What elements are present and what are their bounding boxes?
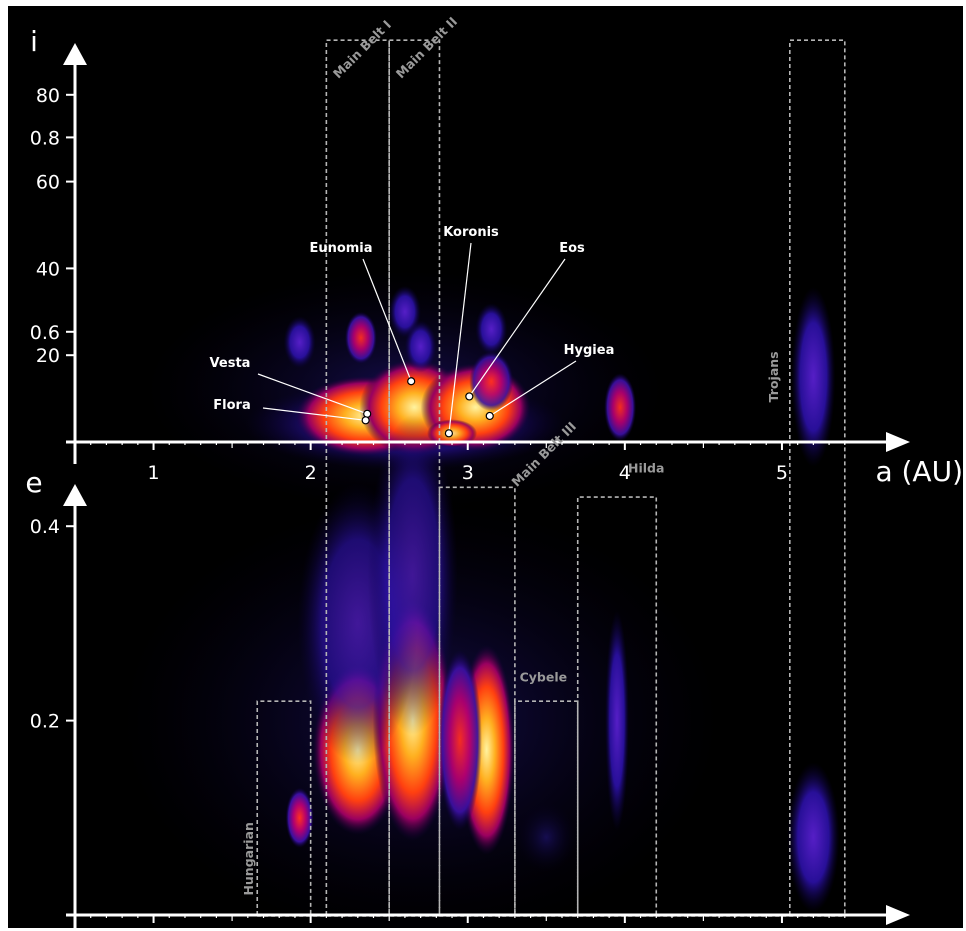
group-box (388, 39, 441, 915)
family-marker (361, 416, 370, 425)
density-blob (469, 351, 514, 412)
group-box (256, 700, 312, 915)
y-axis-label: i (30, 25, 38, 58)
x-axis-arrow (886, 905, 910, 925)
group-box (789, 39, 846, 915)
y-tick-label: 60 (36, 172, 60, 194)
density-blob (285, 787, 314, 848)
y-axis-arrow (63, 484, 87, 506)
y-tick-label: 0.6 (30, 322, 60, 344)
x-tick-label: 5 (776, 462, 788, 484)
group-boxes (256, 39, 846, 917)
inclination-cluster (404, 320, 437, 373)
family-label: Flora (213, 398, 250, 413)
y-tick-label: 0.8 (30, 127, 60, 149)
x-tick-label: 1 (148, 462, 160, 484)
family-leader-line (362, 258, 412, 382)
group-label: Main Belt II (393, 14, 460, 81)
family-label: Hygiea (564, 343, 615, 358)
y-tick-label: 0.2 (30, 711, 60, 733)
density-blob (604, 610, 629, 831)
x-axis-label: a (AU) (875, 455, 963, 488)
inclination-cluster (283, 316, 316, 369)
inclination-cluster (344, 311, 377, 364)
group-label: Main Belt I (330, 17, 394, 81)
family-leader-line (489, 360, 577, 417)
family-marker (407, 377, 416, 386)
group-label: Trojans (766, 351, 781, 402)
group-box (576, 496, 658, 915)
x-axis-arrow (886, 432, 910, 452)
family-marker (444, 429, 453, 438)
density-blob (516, 802, 577, 873)
family-label: Koronis (443, 225, 499, 240)
group-label: Hilda (628, 461, 664, 476)
y-tick-label: 0.4 (30, 516, 60, 538)
y-tick-label: 80 (36, 85, 60, 107)
family-leader-line (448, 242, 472, 434)
family-label: Eos (559, 241, 585, 256)
family-marker (465, 392, 474, 401)
family-leader-line (468, 258, 566, 397)
family-label: Eunomia (309, 241, 372, 256)
group-label: Hungarian (241, 822, 256, 895)
family-label: Vesta (210, 356, 251, 371)
density-blob (437, 650, 482, 831)
family-leader-line (257, 373, 368, 415)
group-label: Cybele (520, 670, 568, 685)
x-tick-label: 4 (619, 462, 631, 484)
inclination-cluster (604, 373, 637, 442)
family-marker (363, 409, 372, 418)
y-axis-label: e (25, 466, 42, 499)
x-tick-label: 3 (462, 462, 474, 484)
y-tick-label: 40 (36, 258, 60, 280)
y-tick-label: 20 (36, 345, 60, 367)
inclination-cluster (791, 286, 836, 467)
x-tick-label: 2 (305, 462, 317, 484)
density-heatmap (120, 269, 840, 928)
family-leader-line (262, 407, 366, 421)
inclination-cluster (475, 303, 508, 356)
density-blob (367, 414, 458, 735)
group-box (514, 700, 579, 915)
density-blob (787, 762, 840, 913)
family-marker (485, 411, 494, 421)
y-axis-arrow (63, 43, 87, 65)
